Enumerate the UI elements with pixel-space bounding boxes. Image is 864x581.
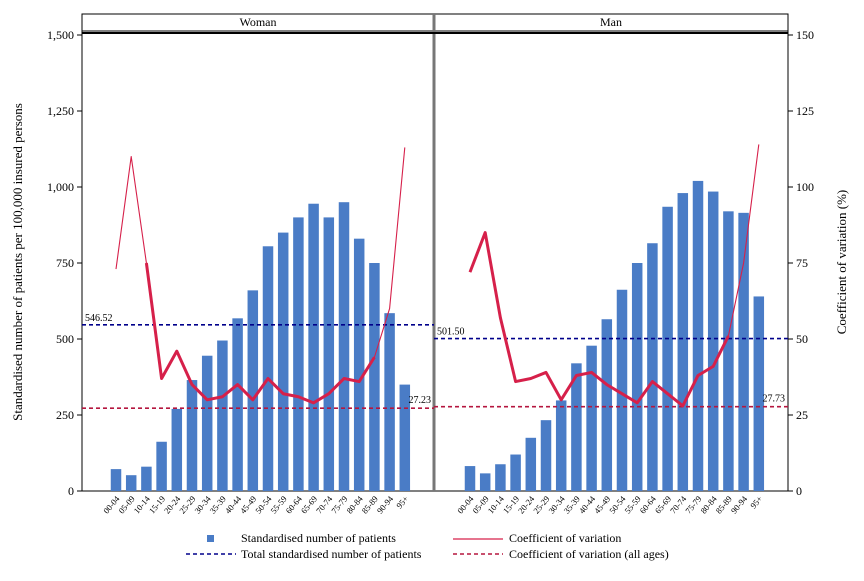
bar-woman: [399, 384, 411, 491]
bar-man: [616, 289, 628, 491]
bar-man: [555, 400, 567, 491]
panel-title-man: Man: [600, 15, 622, 29]
bar-woman: [353, 238, 365, 491]
y-left-tick-label: 750: [56, 256, 74, 270]
bar-man: [464, 466, 476, 491]
bar-woman: [232, 318, 243, 491]
bar-woman: [171, 408, 183, 491]
legend-cv-label: Coefficient of variation: [509, 531, 621, 545]
panel-title-woman: Woman: [239, 15, 276, 29]
y-axis-left-title: Standardised number of patients per 100,…: [10, 103, 25, 421]
bar-woman: [262, 246, 274, 491]
bar-woman: [384, 313, 395, 491]
y-right-tick-label: 75: [796, 256, 808, 270]
bar-woman: [201, 355, 213, 491]
y-left-tick-label: 1,250: [47, 104, 74, 118]
bar-woman: [125, 475, 137, 491]
legend-total-label: Total standardised number of patients: [241, 547, 422, 561]
bar-woman: [323, 217, 335, 491]
bar-man: [631, 263, 643, 491]
bar-woman: [247, 290, 259, 491]
bar-woman: [217, 340, 228, 491]
y-right-tick-label: 100: [796, 180, 814, 194]
bar-man: [723, 211, 734, 491]
bar-man: [647, 243, 658, 491]
bar-man: [571, 363, 582, 491]
bar-woman: [369, 263, 380, 491]
bar-woman: [293, 217, 304, 491]
y-right-tick-label: 0: [796, 484, 802, 498]
cv-line-bold-woman: [144, 262, 376, 405]
y-left-tick-label: 1,000: [47, 180, 74, 194]
y-left-tick-label: 1,500: [47, 28, 74, 42]
bar-man: [540, 420, 552, 491]
y-left-tick-label: 250: [56, 408, 74, 422]
legend-cv-all-label: Coefficient of variation (all ages): [509, 547, 669, 561]
legend-bar-swatch: [207, 535, 214, 542]
y-right-tick-label: 125: [796, 104, 814, 118]
bar-man: [495, 464, 506, 491]
y-left-tick-label: 500: [56, 332, 74, 346]
bar-man: [738, 212, 749, 491]
y-right-tick-label: 25: [796, 408, 808, 422]
bar-woman: [156, 441, 167, 491]
bar-man: [510, 454, 521, 491]
bar-woman: [277, 232, 289, 491]
cv-all-label-woman: 27.23: [409, 395, 432, 406]
bar-man: [662, 206, 673, 491]
bar-man: [753, 296, 765, 491]
bar-man: [586, 345, 597, 491]
bar-man: [601, 319, 613, 491]
bar-woman: [110, 469, 122, 491]
bar-woman: [308, 203, 319, 491]
bar-man: [707, 191, 719, 491]
bar-man: [525, 437, 537, 491]
y-left-tick-label: 0: [68, 484, 74, 498]
bar-woman: [186, 380, 198, 491]
y-right-tick-label: 150: [796, 28, 814, 42]
cv-line-bold-man: [468, 231, 730, 408]
bar-man: [479, 473, 491, 491]
cv-all-label-man: 27.73: [763, 394, 786, 405]
total-label-man: 501.50: [437, 327, 465, 338]
bar-woman: [141, 466, 152, 491]
bar-man: [692, 180, 704, 492]
bar-woman: [338, 202, 350, 491]
total-label-woman: 546.52: [85, 313, 113, 324]
bar-man: [677, 193, 689, 491]
y-axis-right-title: Coefficient of variation (%): [834, 190, 849, 335]
legend: Standardised number of patients Coeffici…: [186, 531, 669, 561]
legend-bars-label: Standardised number of patients: [241, 531, 396, 545]
y-right-tick-label: 50: [796, 332, 808, 346]
